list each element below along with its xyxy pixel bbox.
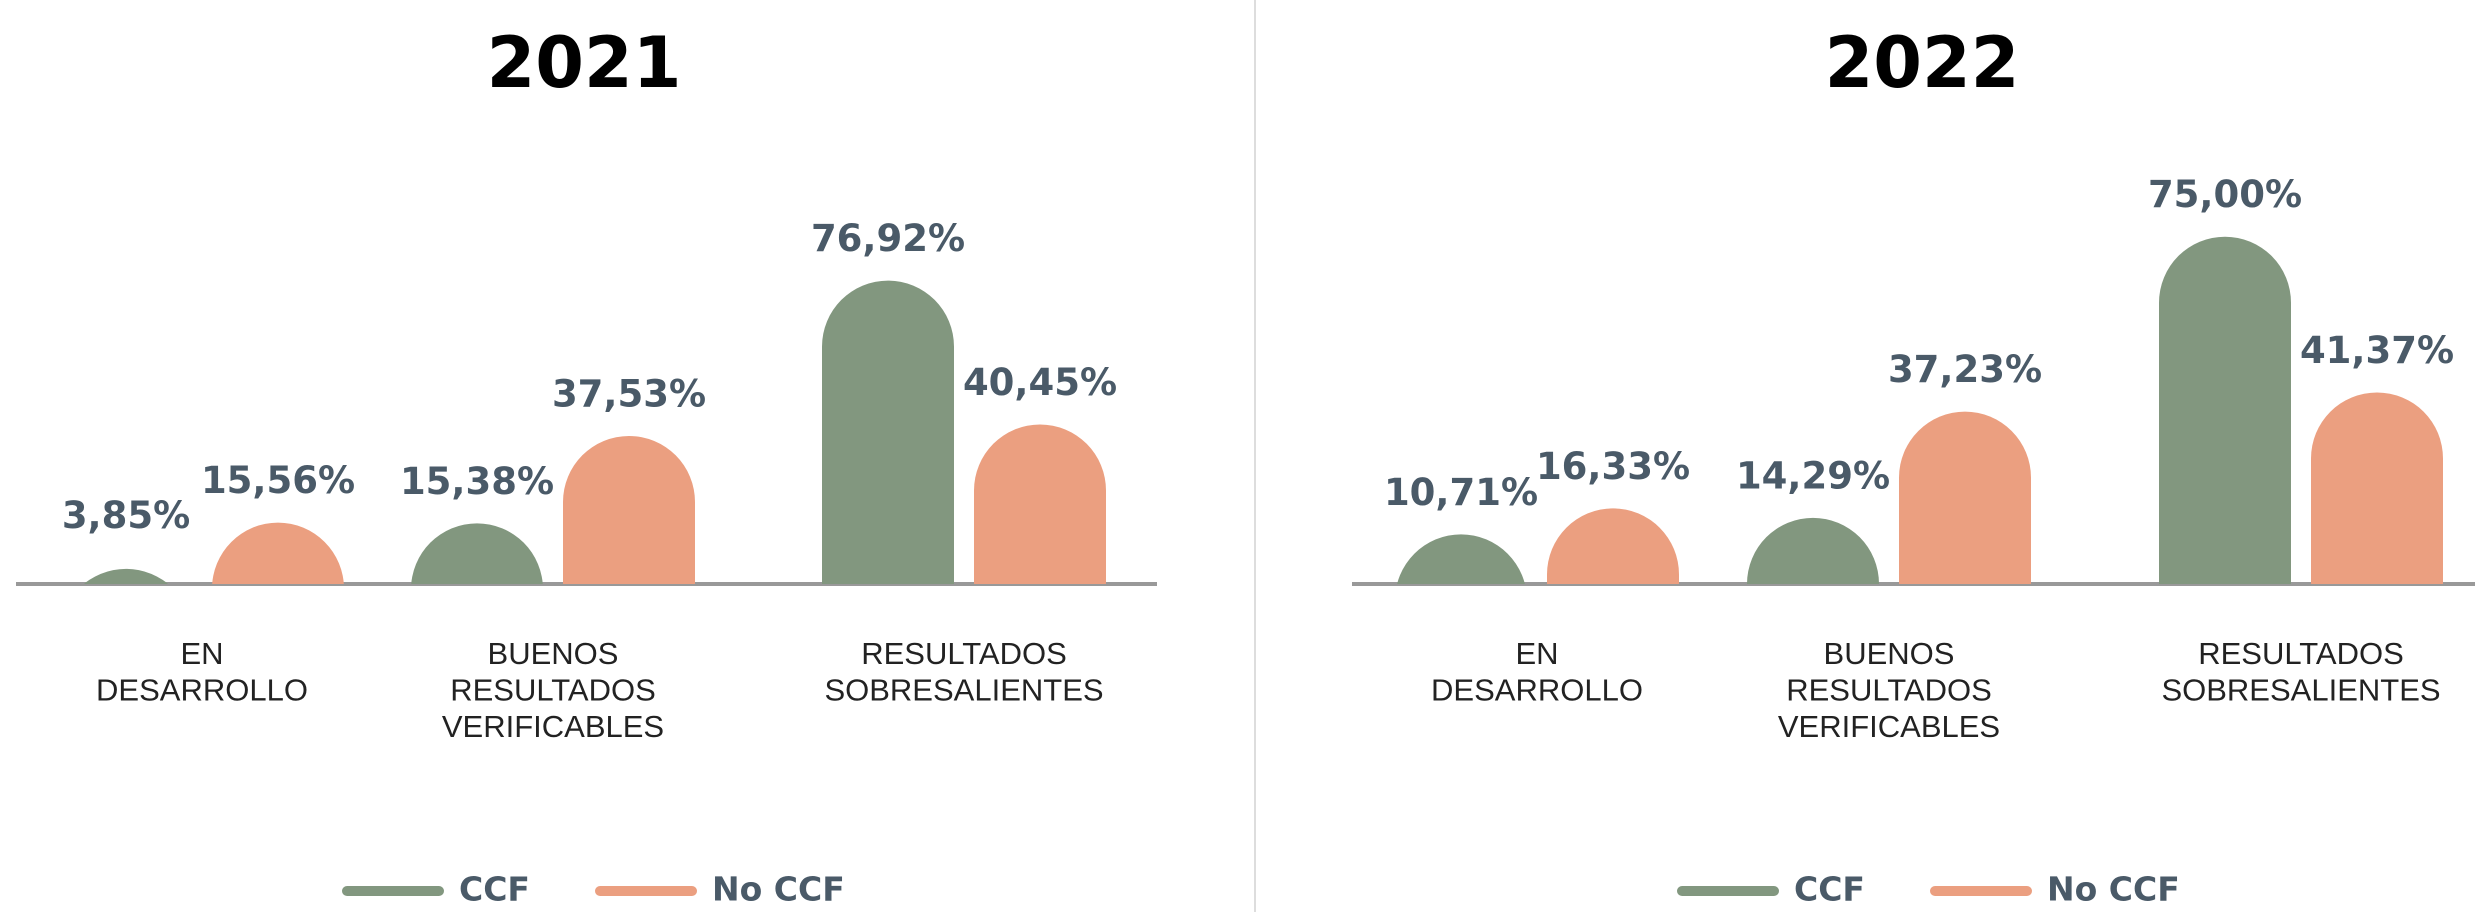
value-label: 76,92% — [811, 217, 965, 260]
bar — [2159, 236, 2291, 584]
value-label: 15,56% — [201, 459, 355, 502]
bar — [212, 522, 344, 584]
value-label: 75,00% — [2148, 173, 2302, 216]
bar — [1899, 411, 2031, 584]
category-label: BUENOS RESULTADOS VERIFICABLES — [442, 636, 664, 744]
value-label: 14,29% — [1736, 454, 1890, 497]
bar — [83, 568, 169, 584]
bar — [974, 424, 1106, 584]
bar — [1547, 508, 1679, 584]
legend-label: CCF — [1794, 870, 1865, 909]
bar — [2311, 392, 2443, 584]
category-label: EN DESARROLLO — [96, 636, 308, 708]
category-label: EN DESARROLLO — [1431, 636, 1643, 708]
value-label: 15,38% — [400, 460, 554, 503]
legend-label: CCF — [459, 870, 530, 909]
bar — [563, 436, 695, 584]
category-label: BUENOS RESULTADOS VERIFICABLES — [1778, 636, 2000, 744]
chart-title: 2022 — [1825, 22, 2020, 104]
chart: 2021 3,85% 15,38% 76,92% CCF 15,56% 37,53% 40,4… — [16, 22, 1157, 909]
bar — [1397, 534, 1525, 584]
value-label: 10,71% — [1384, 471, 1538, 514]
value-label: 37,23% — [1888, 348, 2042, 391]
bar — [411, 523, 543, 584]
value-label: 3,85% — [62, 494, 190, 537]
chart: 2022 10,71% 14,29% 75,00% CCF 16,33% 37,23% 41,… — [1352, 22, 2475, 909]
bar — [822, 280, 954, 584]
chart-title: 2021 — [487, 22, 682, 104]
value-label: 40,45% — [963, 361, 1117, 404]
value-label: 37,53% — [552, 372, 706, 415]
value-label: 41,37% — [2300, 329, 2454, 372]
bar — [1747, 517, 1879, 584]
category-label: RESULTADOS SOBRESALIENTES — [2161, 636, 2440, 708]
value-label: 16,33% — [1536, 445, 1690, 488]
legend-label: No CCF — [712, 870, 845, 909]
legend-label: No CCF — [2047, 870, 2180, 909]
category-label: RESULTADOS SOBRESALIENTES — [824, 636, 1103, 708]
